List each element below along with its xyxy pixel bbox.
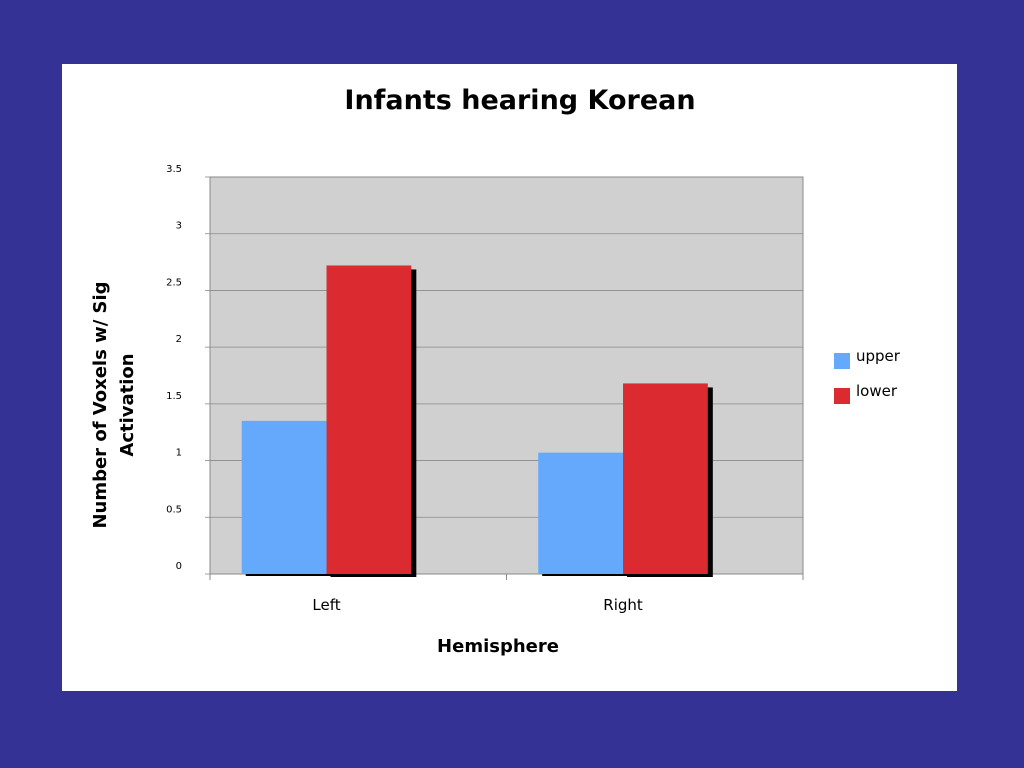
bar-upper-left [241, 420, 327, 574]
y-tick-label: 3 [176, 221, 182, 232]
y-tick-labels: 0 0.5 1 1.5 2 2.5 3 3.5 [166, 164, 182, 572]
y-tick-label: 0 [176, 561, 182, 572]
bar-lower-right [623, 383, 708, 574]
x-category-label: Left [312, 596, 340, 614]
y-tick-label: 1 [176, 448, 182, 459]
legend-label-upper: upper [856, 347, 901, 365]
legend-swatch-upper [834, 353, 850, 369]
x-category-labels: Left Right [312, 596, 642, 614]
legend-swatch-lower [834, 388, 850, 404]
bar-shadow [245, 573, 416, 576]
chart-title: Infants hearing Korean [344, 85, 695, 116]
x-category-label: Right [603, 596, 643, 614]
bars [241, 265, 713, 577]
y-tick-label: 3.5 [166, 164, 182, 175]
bar-lower-left [326, 265, 412, 574]
bar-shadow [542, 573, 712, 576]
y-tick-label: 1.5 [166, 391, 182, 402]
y-axis-title: Number of Voxels w/ Sig Activation [90, 281, 138, 528]
legend: upper lower [834, 347, 901, 404]
bar-upper-right [538, 452, 624, 574]
y-tick-label: 2.5 [166, 277, 182, 288]
y-tick-label: 2 [176, 334, 182, 345]
x-axis-title: Hemisphere [437, 636, 559, 657]
y-tick-label: 0.5 [166, 504, 182, 515]
legend-label-lower: lower [856, 382, 898, 400]
